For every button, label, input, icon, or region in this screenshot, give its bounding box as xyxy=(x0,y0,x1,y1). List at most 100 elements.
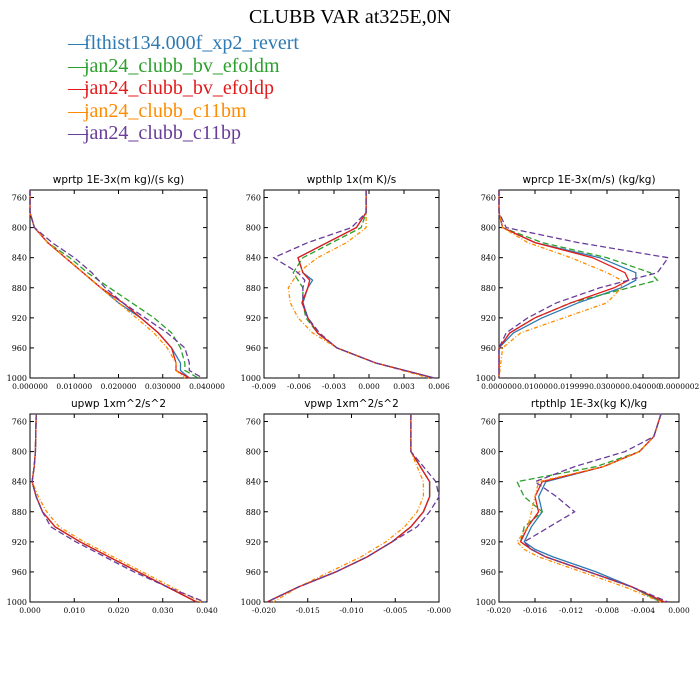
panel-title: upwp 1xm^2/s^2 xyxy=(71,398,166,410)
series-line xyxy=(29,190,186,379)
plot-frame xyxy=(498,413,680,603)
legend-dash: — xyxy=(68,77,88,99)
y-tick-label: 760 xyxy=(481,194,496,203)
y-tick-label: 880 xyxy=(481,508,496,517)
y-tick-label: 1000 xyxy=(7,374,27,383)
y-tick-label: 920 xyxy=(12,538,27,547)
series-line xyxy=(31,413,206,603)
x-tick-label: -0.020 xyxy=(252,606,276,615)
x-tick-label: -0.003 xyxy=(322,382,346,391)
panel-title: rtpthlp 1E-3x(kg K)/kg xyxy=(531,398,647,410)
y-tick-label: 800 xyxy=(12,448,27,457)
x-tick-label: -0.010 xyxy=(339,606,363,615)
y-tick-label: 880 xyxy=(246,284,261,293)
y-tick-label: 760 xyxy=(481,418,496,427)
series-line xyxy=(516,413,662,603)
series-line xyxy=(29,190,190,379)
legend: —flthist134.000f_xp2_revert —jan24_clubb… xyxy=(68,32,299,145)
series-line xyxy=(31,413,197,603)
x-tick-label: -0.020 xyxy=(487,606,511,615)
y-tick-label: 920 xyxy=(246,538,261,547)
x-tick-label: 0.000 xyxy=(668,606,690,615)
y-tick-label: 760 xyxy=(12,194,27,203)
series-line xyxy=(31,413,197,603)
x-tick-label: -0.005 xyxy=(383,606,407,615)
y-tick-label: 840 xyxy=(246,254,261,263)
x-tick-label: 0.010000 xyxy=(517,382,553,391)
x-tick-label: -0.000 xyxy=(427,606,451,615)
x-tick-label: 0.010 xyxy=(64,606,86,615)
series-line xyxy=(266,414,431,603)
x-tick-label: -0.009 xyxy=(252,382,276,391)
series-line xyxy=(498,190,630,378)
plot-frame xyxy=(263,413,440,603)
y-tick-label: 880 xyxy=(12,508,27,517)
series-line xyxy=(266,414,431,603)
x-tick-label: 0.000000 xyxy=(481,382,517,391)
y-tick-label: 880 xyxy=(481,284,496,293)
series-line xyxy=(29,190,190,379)
x-tick-label: 0.030000 xyxy=(589,382,625,391)
x-tick-label: 0.020000 xyxy=(101,382,137,391)
y-tick-label: 800 xyxy=(246,448,261,457)
x-tick-label: 0.010000 xyxy=(56,382,92,391)
page-title: CLUBB VAR at325E,0N xyxy=(248,6,452,28)
legend-label: jan24_clubb_c11bp xyxy=(84,122,242,144)
panel-title: wprtp 1E-3x(m kg)/(s kg) xyxy=(53,174,184,186)
y-tick-label: 840 xyxy=(12,254,27,263)
y-tick-label: 800 xyxy=(246,224,261,233)
x-tick-label: 0.030000 xyxy=(145,382,181,391)
y-tick-label: 960 xyxy=(246,344,261,353)
legend-item: —jan24_clubb_c11bp xyxy=(68,122,299,145)
x-tick-label: 0.000000 xyxy=(12,382,48,391)
x-tick-label: -0.008 xyxy=(595,606,619,615)
legend-label: jan24_clubb_bv_efoldp xyxy=(84,77,274,99)
x-tick-label: -0.016 xyxy=(523,606,547,615)
y-tick-label: 960 xyxy=(12,568,27,577)
y-tick-label: 800 xyxy=(12,224,27,233)
legend-dash: — xyxy=(68,54,88,77)
y-tick-label: 920 xyxy=(12,314,27,323)
series-line xyxy=(297,190,435,379)
series-line xyxy=(266,414,440,603)
y-tick-label: 960 xyxy=(12,344,27,353)
plot-frame xyxy=(29,413,208,603)
y-tick-label: 760 xyxy=(12,418,27,427)
series-line xyxy=(292,190,435,379)
legend-dash: — xyxy=(68,32,88,54)
x-tick-label: 0.000 xyxy=(19,606,41,615)
y-tick-label: 840 xyxy=(246,478,261,487)
series-line xyxy=(272,190,435,379)
x-tick-label: 0.019999 xyxy=(553,382,589,391)
y-tick-label: 1000 xyxy=(241,598,261,607)
legend-item: —flthist134.000f_xp2_revert xyxy=(68,32,299,55)
plot-frame xyxy=(498,189,680,379)
x-tick-label: 0.006 xyxy=(428,382,450,391)
legend-label: flthist134.000f_xp2_revert xyxy=(84,32,299,54)
y-tick-label: 920 xyxy=(246,314,261,323)
x-tick-label: 0.040000 xyxy=(189,382,225,391)
y-tick-label: 880 xyxy=(246,508,261,517)
panel-title: vpwp 1xm^2/s^2 xyxy=(304,398,399,410)
x-tick-label: -0.006 xyxy=(287,382,311,391)
y-tick-label: 960 xyxy=(481,344,496,353)
y-tick-label: 800 xyxy=(481,448,496,457)
x-tick-label: -0.004 xyxy=(631,606,655,615)
legend-item: —jan24_clubb_bv_efoldp xyxy=(68,77,299,100)
legend-item: —jan24_clubb_c11bm xyxy=(68,100,299,123)
series-line xyxy=(31,413,202,603)
series-line xyxy=(498,190,659,378)
y-tick-label: 920 xyxy=(481,538,496,547)
x-tick-label: 0.040 xyxy=(196,606,218,615)
plot-frame xyxy=(263,189,440,379)
y-tick-label: 1000 xyxy=(7,598,27,607)
y-tick-label: 1000 xyxy=(476,374,496,383)
y-tick-label: 840 xyxy=(12,478,27,487)
series-line xyxy=(266,414,431,603)
series-line xyxy=(29,190,203,379)
y-tick-label: 760 xyxy=(246,194,261,203)
x-tick-label: 0.0000002 xyxy=(659,382,700,391)
y-tick-label: 760 xyxy=(246,418,261,427)
plot-frame xyxy=(29,189,208,379)
